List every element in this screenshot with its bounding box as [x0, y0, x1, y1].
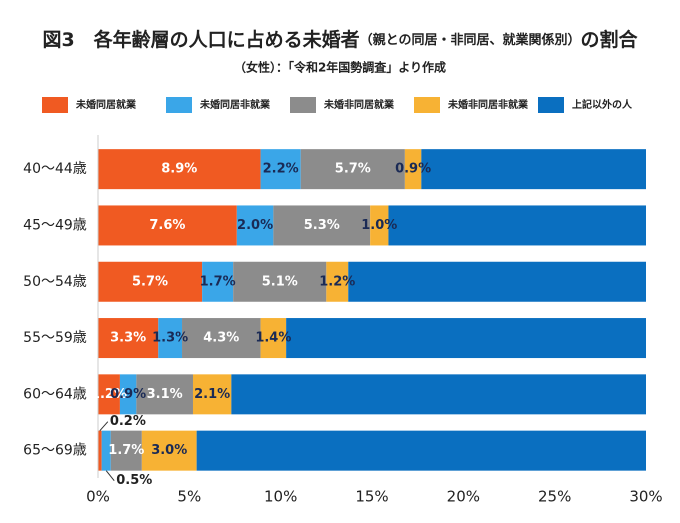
legend-swatch — [414, 97, 440, 113]
legend-label: 未婚非同居就業 — [323, 98, 395, 111]
y-tick-label: 60～64歳 — [23, 386, 87, 402]
value-label: 3.0% — [151, 443, 187, 458]
title-end: の割合 — [581, 28, 639, 51]
bar-segment — [202, 261, 234, 302]
bar-segment — [98, 374, 120, 415]
bar-segment — [273, 205, 371, 246]
value-label: 5.1% — [262, 274, 298, 289]
legend-label: 未婚同居就業 — [75, 98, 137, 111]
y-tick-label: 50～54歳 — [23, 274, 87, 290]
x-tick-label: 5% — [177, 488, 201, 506]
legend-label: 未婚同居非就業 — [199, 98, 271, 111]
bar-segment — [182, 318, 261, 359]
bar-segment — [421, 149, 646, 190]
value-label: 5.7% — [335, 162, 371, 177]
bar-segment — [326, 261, 349, 302]
bar-segment — [141, 430, 197, 471]
value-label: 1.2% — [319, 274, 355, 289]
bar-segment — [158, 318, 183, 359]
y-tick-label: 65～69歳 — [23, 443, 87, 459]
value-label: 0.5% — [116, 473, 152, 488]
bar-segment — [300, 149, 405, 190]
leader-line — [99, 421, 109, 431]
bar-segment — [98, 318, 159, 359]
x-tick-label: 20% — [447, 488, 480, 506]
value-label: 8.9% — [161, 162, 197, 177]
title-note: （親との同居・非同居、就業関係別） — [360, 32, 581, 48]
bar-segment — [236, 205, 274, 246]
value-label: 3.3% — [110, 331, 146, 346]
bar-segment — [233, 261, 327, 302]
value-label: 7.6% — [149, 218, 185, 233]
legend-swatch — [42, 97, 68, 113]
bar-segment — [98, 205, 237, 246]
value-label: 4.3% — [203, 331, 239, 346]
value-label: 2.0% — [237, 218, 273, 233]
bar-segment — [98, 430, 102, 471]
value-label: 5.3% — [304, 218, 340, 233]
value-label: 3.1% — [147, 387, 183, 402]
legend-swatch — [290, 97, 316, 113]
bar-segment — [260, 149, 301, 190]
x-tick-label: 30% — [629, 488, 662, 506]
value-label: 2.2% — [263, 162, 299, 177]
value-label: 0.2% — [110, 414, 146, 429]
value-label: 5.7% — [132, 274, 168, 289]
bar-segment — [388, 205, 646, 246]
bar-segment — [101, 430, 111, 471]
bar-segment — [196, 430, 646, 471]
value-label: 1.2% — [91, 387, 127, 402]
legend-swatch — [166, 97, 192, 113]
bar-segment — [136, 374, 193, 415]
leader-line — [105, 470, 115, 481]
bar-segment — [286, 318, 646, 359]
y-tick-label: 45～49歳 — [23, 217, 87, 233]
bar-segment — [260, 318, 287, 359]
value-label: 2.1% — [194, 387, 230, 402]
chart-title: 図3 各年齢層の人口に占める未婚者（親との同居・非同居、就業関係別）の割合 — [42, 28, 638, 51]
bar-segment — [98, 149, 261, 190]
value-label: 1.7% — [200, 274, 236, 289]
bar-segment — [404, 149, 422, 190]
bar-segment — [110, 430, 142, 471]
title-main: 図3 各年齢層の人口に占める未婚者 — [42, 28, 359, 51]
value-label: 1.4% — [255, 331, 291, 346]
x-tick-label: 0% — [86, 488, 110, 506]
value-label: 1.0% — [361, 218, 397, 233]
y-tick-label: 40～44歳 — [23, 161, 87, 177]
bar-segment — [98, 261, 203, 302]
bar-segment — [231, 374, 646, 415]
value-label: 0.9% — [395, 162, 431, 177]
legend-label: 未婚非同居非就業 — [447, 98, 529, 111]
x-tick-label: 15% — [355, 488, 388, 506]
subtitle: （女性）：「令和2年国勢調査」より作成 — [234, 60, 446, 75]
value-label: 1.3% — [152, 331, 188, 346]
bar-segment — [119, 374, 137, 415]
legend-label: 上記以外の人 — [572, 98, 633, 111]
value-label: 0.9% — [110, 387, 146, 402]
y-tick-label: 55～59歳 — [23, 330, 87, 346]
x-tick-label: 10% — [264, 488, 297, 506]
value-label: 1.7% — [108, 443, 144, 458]
plot — [98, 149, 646, 471]
x-tick-label: 25% — [538, 488, 571, 506]
bar-segment — [192, 374, 232, 415]
bar-segment — [348, 261, 646, 302]
bar-segment — [370, 205, 389, 246]
legend-swatch — [538, 97, 564, 113]
